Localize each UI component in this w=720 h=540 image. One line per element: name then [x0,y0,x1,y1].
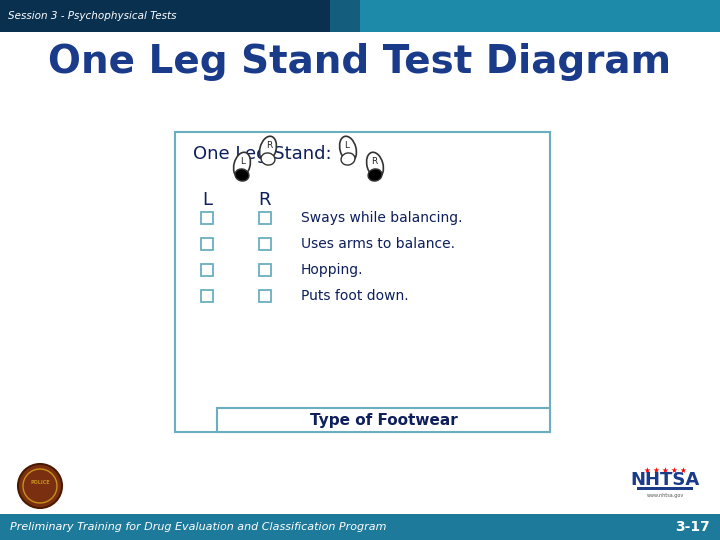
Bar [0,0,360,32]
Bar [259,238,271,250]
Text: www.nhtsa.gov: www.nhtsa.gov [647,494,683,498]
Text: Session 3 - Psychophysical Tests: Session 3 - Psychophysical Tests [8,11,176,21]
Text: Preliminary Training for Drug Evaluation and Classification Program: Preliminary Training for Drug Evaluation… [10,522,387,532]
Text: Puts foot down.: Puts foot down. [301,289,409,303]
Ellipse shape [235,169,249,181]
Bar [201,290,213,302]
Ellipse shape [366,152,384,178]
Ellipse shape [368,169,382,181]
Text: Hopping.: Hopping. [301,263,364,277]
Bar [175,132,550,432]
Text: R: R [371,158,377,166]
Text: ★: ★ [670,465,678,475]
Text: R: R [266,141,272,151]
Ellipse shape [261,153,275,165]
Circle shape [18,464,62,508]
Bar [0,514,720,540]
Bar [201,212,213,224]
Bar [217,408,550,432]
Text: Sways while balancing.: Sways while balancing. [301,211,462,225]
Bar [0,0,720,32]
Bar [259,212,271,224]
Text: Uses arms to balance.: Uses arms to balance. [301,237,455,251]
Text: L: L [202,191,212,209]
Text: 3-17: 3-17 [675,520,710,534]
Text: One Leg Stand:: One Leg Stand: [193,145,332,163]
Text: ★: ★ [652,465,660,475]
Text: POLICE: POLICE [30,480,50,484]
Ellipse shape [260,136,276,161]
Bar [259,264,271,276]
Text: One Leg Stand Test Diagram: One Leg Stand Test Diagram [48,43,672,81]
Bar [259,290,271,302]
Ellipse shape [233,152,251,178]
Text: Type of Footwear: Type of Footwear [310,413,457,428]
Bar [201,264,213,276]
Ellipse shape [340,136,356,161]
Text: NHTSA: NHTSA [631,471,700,489]
Bar [201,238,213,250]
Text: ★: ★ [644,465,650,475]
Ellipse shape [341,153,355,165]
Polygon shape [330,0,390,32]
Text: R: R [258,191,271,209]
Text: ★: ★ [662,465,668,475]
Text: ★: ★ [680,465,686,475]
Text: L: L [240,158,246,166]
Text: L: L [344,141,349,151]
Bar [637,487,693,490]
